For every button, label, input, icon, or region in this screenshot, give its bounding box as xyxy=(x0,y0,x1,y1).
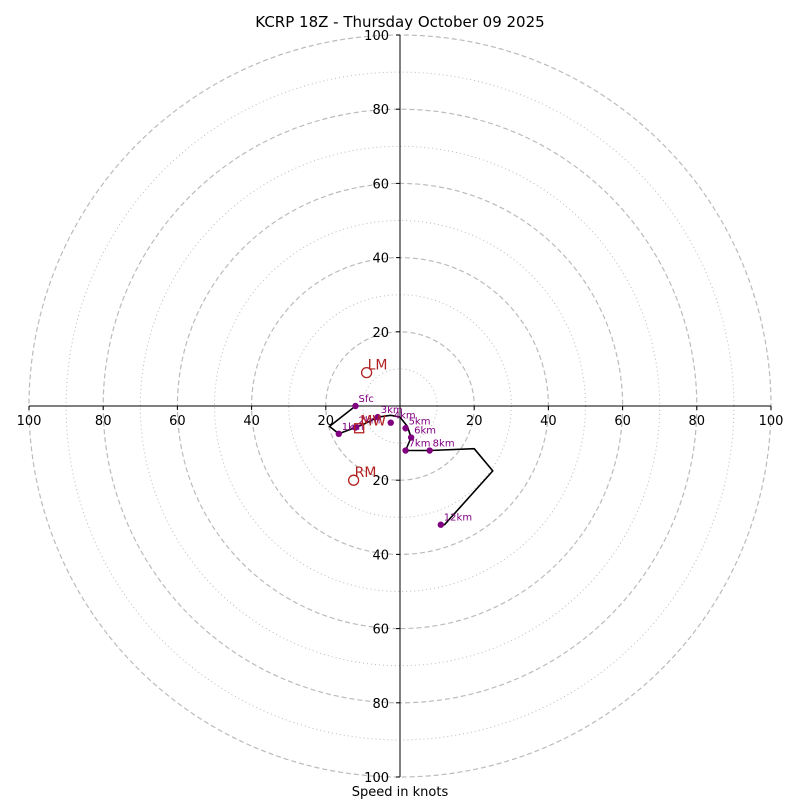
storm-marker-label: RM xyxy=(355,465,377,481)
x-tick-label: 20 xyxy=(318,414,335,429)
height-point-label: Sfc xyxy=(358,394,373,405)
height-point xyxy=(426,447,433,454)
height-point xyxy=(437,521,445,528)
height-point xyxy=(402,447,409,454)
height-point xyxy=(407,434,415,441)
height-point-label: 4km xyxy=(394,411,416,422)
x-tick-label: 100 xyxy=(759,414,784,429)
storm-marker-circle xyxy=(360,366,373,379)
height-point xyxy=(352,402,359,410)
x-tick-label: 80 xyxy=(95,414,112,429)
height-point-label: 3km xyxy=(381,405,403,416)
y-tick-label: 40 xyxy=(372,252,389,267)
height-point xyxy=(387,419,394,426)
height-point xyxy=(402,425,409,432)
x-tick-label: 20 xyxy=(466,414,483,429)
y-tick-label: 60 xyxy=(372,623,389,638)
storm-marker-circle xyxy=(347,474,360,486)
axes xyxy=(29,35,771,777)
height-point-label: 8km xyxy=(433,439,455,450)
x-tick-label: 80 xyxy=(689,414,706,429)
chart-title: KCRP 18Z - Thursday October 09 2025 xyxy=(255,13,544,31)
storm-marker-label: MW xyxy=(360,413,386,429)
y-tick-label: 60 xyxy=(372,177,389,192)
x-tick-label: 40 xyxy=(540,414,557,429)
x-tick-label: 40 xyxy=(243,414,260,429)
y-tick-label: 40 xyxy=(372,548,389,563)
y-tick-label: 80 xyxy=(372,103,389,118)
storm-marker-square xyxy=(354,423,365,434)
height-point-label: 6km xyxy=(414,426,436,437)
y-tick-label: 80 xyxy=(372,697,389,712)
height-markers: Sfc1km2km3km4km5km6km7km8km12km xyxy=(335,394,472,528)
y-tick-label: 100 xyxy=(364,771,389,786)
x-axis-label: Speed in knots xyxy=(352,785,449,800)
height-point-label: 2km xyxy=(358,416,380,427)
storm-motion-markers: LM RM MW xyxy=(347,358,388,486)
height-point-label: 12km xyxy=(444,513,472,524)
height-point xyxy=(352,424,359,431)
height-point xyxy=(374,413,381,421)
y-tick-label: 20 xyxy=(372,474,389,489)
y-tick-label: 100 xyxy=(364,29,389,44)
height-point-label: 7km xyxy=(409,439,431,450)
height-point-label: 5km xyxy=(409,416,431,427)
x-tick-label: 100 xyxy=(17,414,42,429)
height-point xyxy=(335,430,342,438)
y-tick-label: 20 xyxy=(372,326,389,341)
x-tick-label: 60 xyxy=(614,414,631,429)
x-tick-label: 60 xyxy=(169,414,186,429)
storm-marker-label: LM xyxy=(368,358,388,374)
